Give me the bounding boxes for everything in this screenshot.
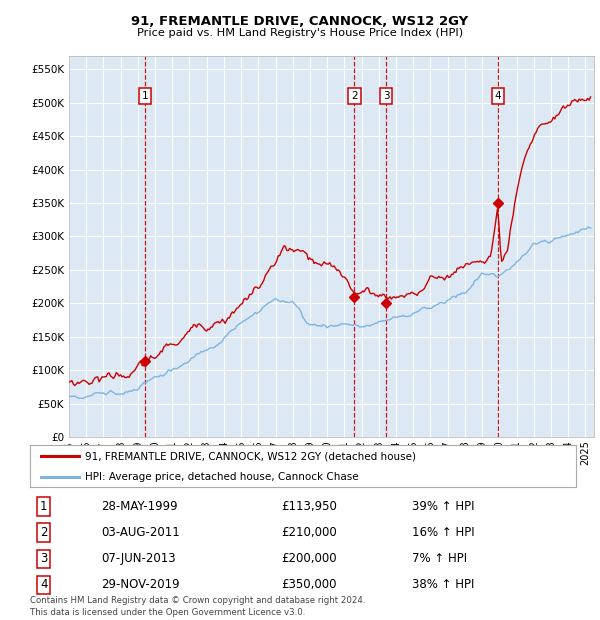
Text: 2: 2 <box>40 526 47 539</box>
Text: 4: 4 <box>40 578 47 591</box>
Text: £200,000: £200,000 <box>281 552 337 565</box>
Text: 28-MAY-1999: 28-MAY-1999 <box>101 500 178 513</box>
Text: 16% ↑ HPI: 16% ↑ HPI <box>412 526 475 539</box>
Text: £350,000: £350,000 <box>281 578 337 591</box>
Text: 2: 2 <box>351 91 358 101</box>
Text: 1: 1 <box>40 500 47 513</box>
Text: 91, FREMANTLE DRIVE, CANNOCK, WS12 2GY: 91, FREMANTLE DRIVE, CANNOCK, WS12 2GY <box>131 15 469 28</box>
Text: 3: 3 <box>383 91 389 101</box>
Text: 1: 1 <box>142 91 148 101</box>
Text: 3: 3 <box>40 552 47 565</box>
Text: 03-AUG-2011: 03-AUG-2011 <box>101 526 180 539</box>
Text: 38% ↑ HPI: 38% ↑ HPI <box>412 578 475 591</box>
Text: 7% ↑ HPI: 7% ↑ HPI <box>412 552 467 565</box>
Text: Contains HM Land Registry data © Crown copyright and database right 2024.
This d: Contains HM Land Registry data © Crown c… <box>30 596 365 618</box>
Text: 91, FREMANTLE DRIVE, CANNOCK, WS12 2GY (detached house): 91, FREMANTLE DRIVE, CANNOCK, WS12 2GY (… <box>85 451 416 461</box>
Text: £113,950: £113,950 <box>281 500 337 513</box>
Text: HPI: Average price, detached house, Cannock Chase: HPI: Average price, detached house, Cann… <box>85 472 358 482</box>
Text: 07-JUN-2013: 07-JUN-2013 <box>101 552 176 565</box>
Text: Price paid vs. HM Land Registry's House Price Index (HPI): Price paid vs. HM Land Registry's House … <box>137 28 463 38</box>
Text: £210,000: £210,000 <box>281 526 337 539</box>
Text: 39% ↑ HPI: 39% ↑ HPI <box>412 500 475 513</box>
Text: 4: 4 <box>494 91 501 101</box>
Text: 29-NOV-2019: 29-NOV-2019 <box>101 578 179 591</box>
